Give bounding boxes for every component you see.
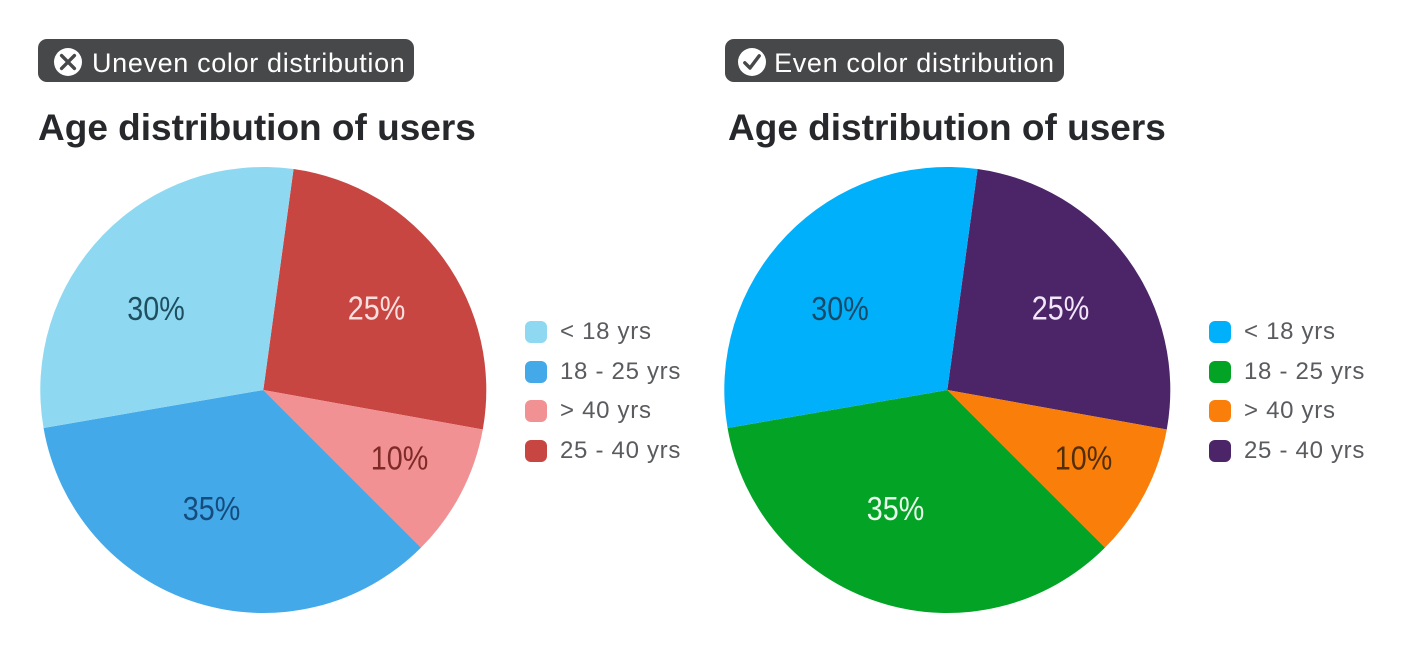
svg-text:30%: 30% xyxy=(811,290,868,327)
svg-text:25%: 25% xyxy=(348,289,405,326)
svg-text:10%: 10% xyxy=(1055,439,1112,476)
svg-text:30%: 30% xyxy=(127,290,184,327)
svg-text:35%: 35% xyxy=(867,490,924,527)
svg-text:10%: 10% xyxy=(371,439,428,476)
svg-text:35%: 35% xyxy=(183,490,240,527)
svg-text:25%: 25% xyxy=(1032,289,1089,326)
